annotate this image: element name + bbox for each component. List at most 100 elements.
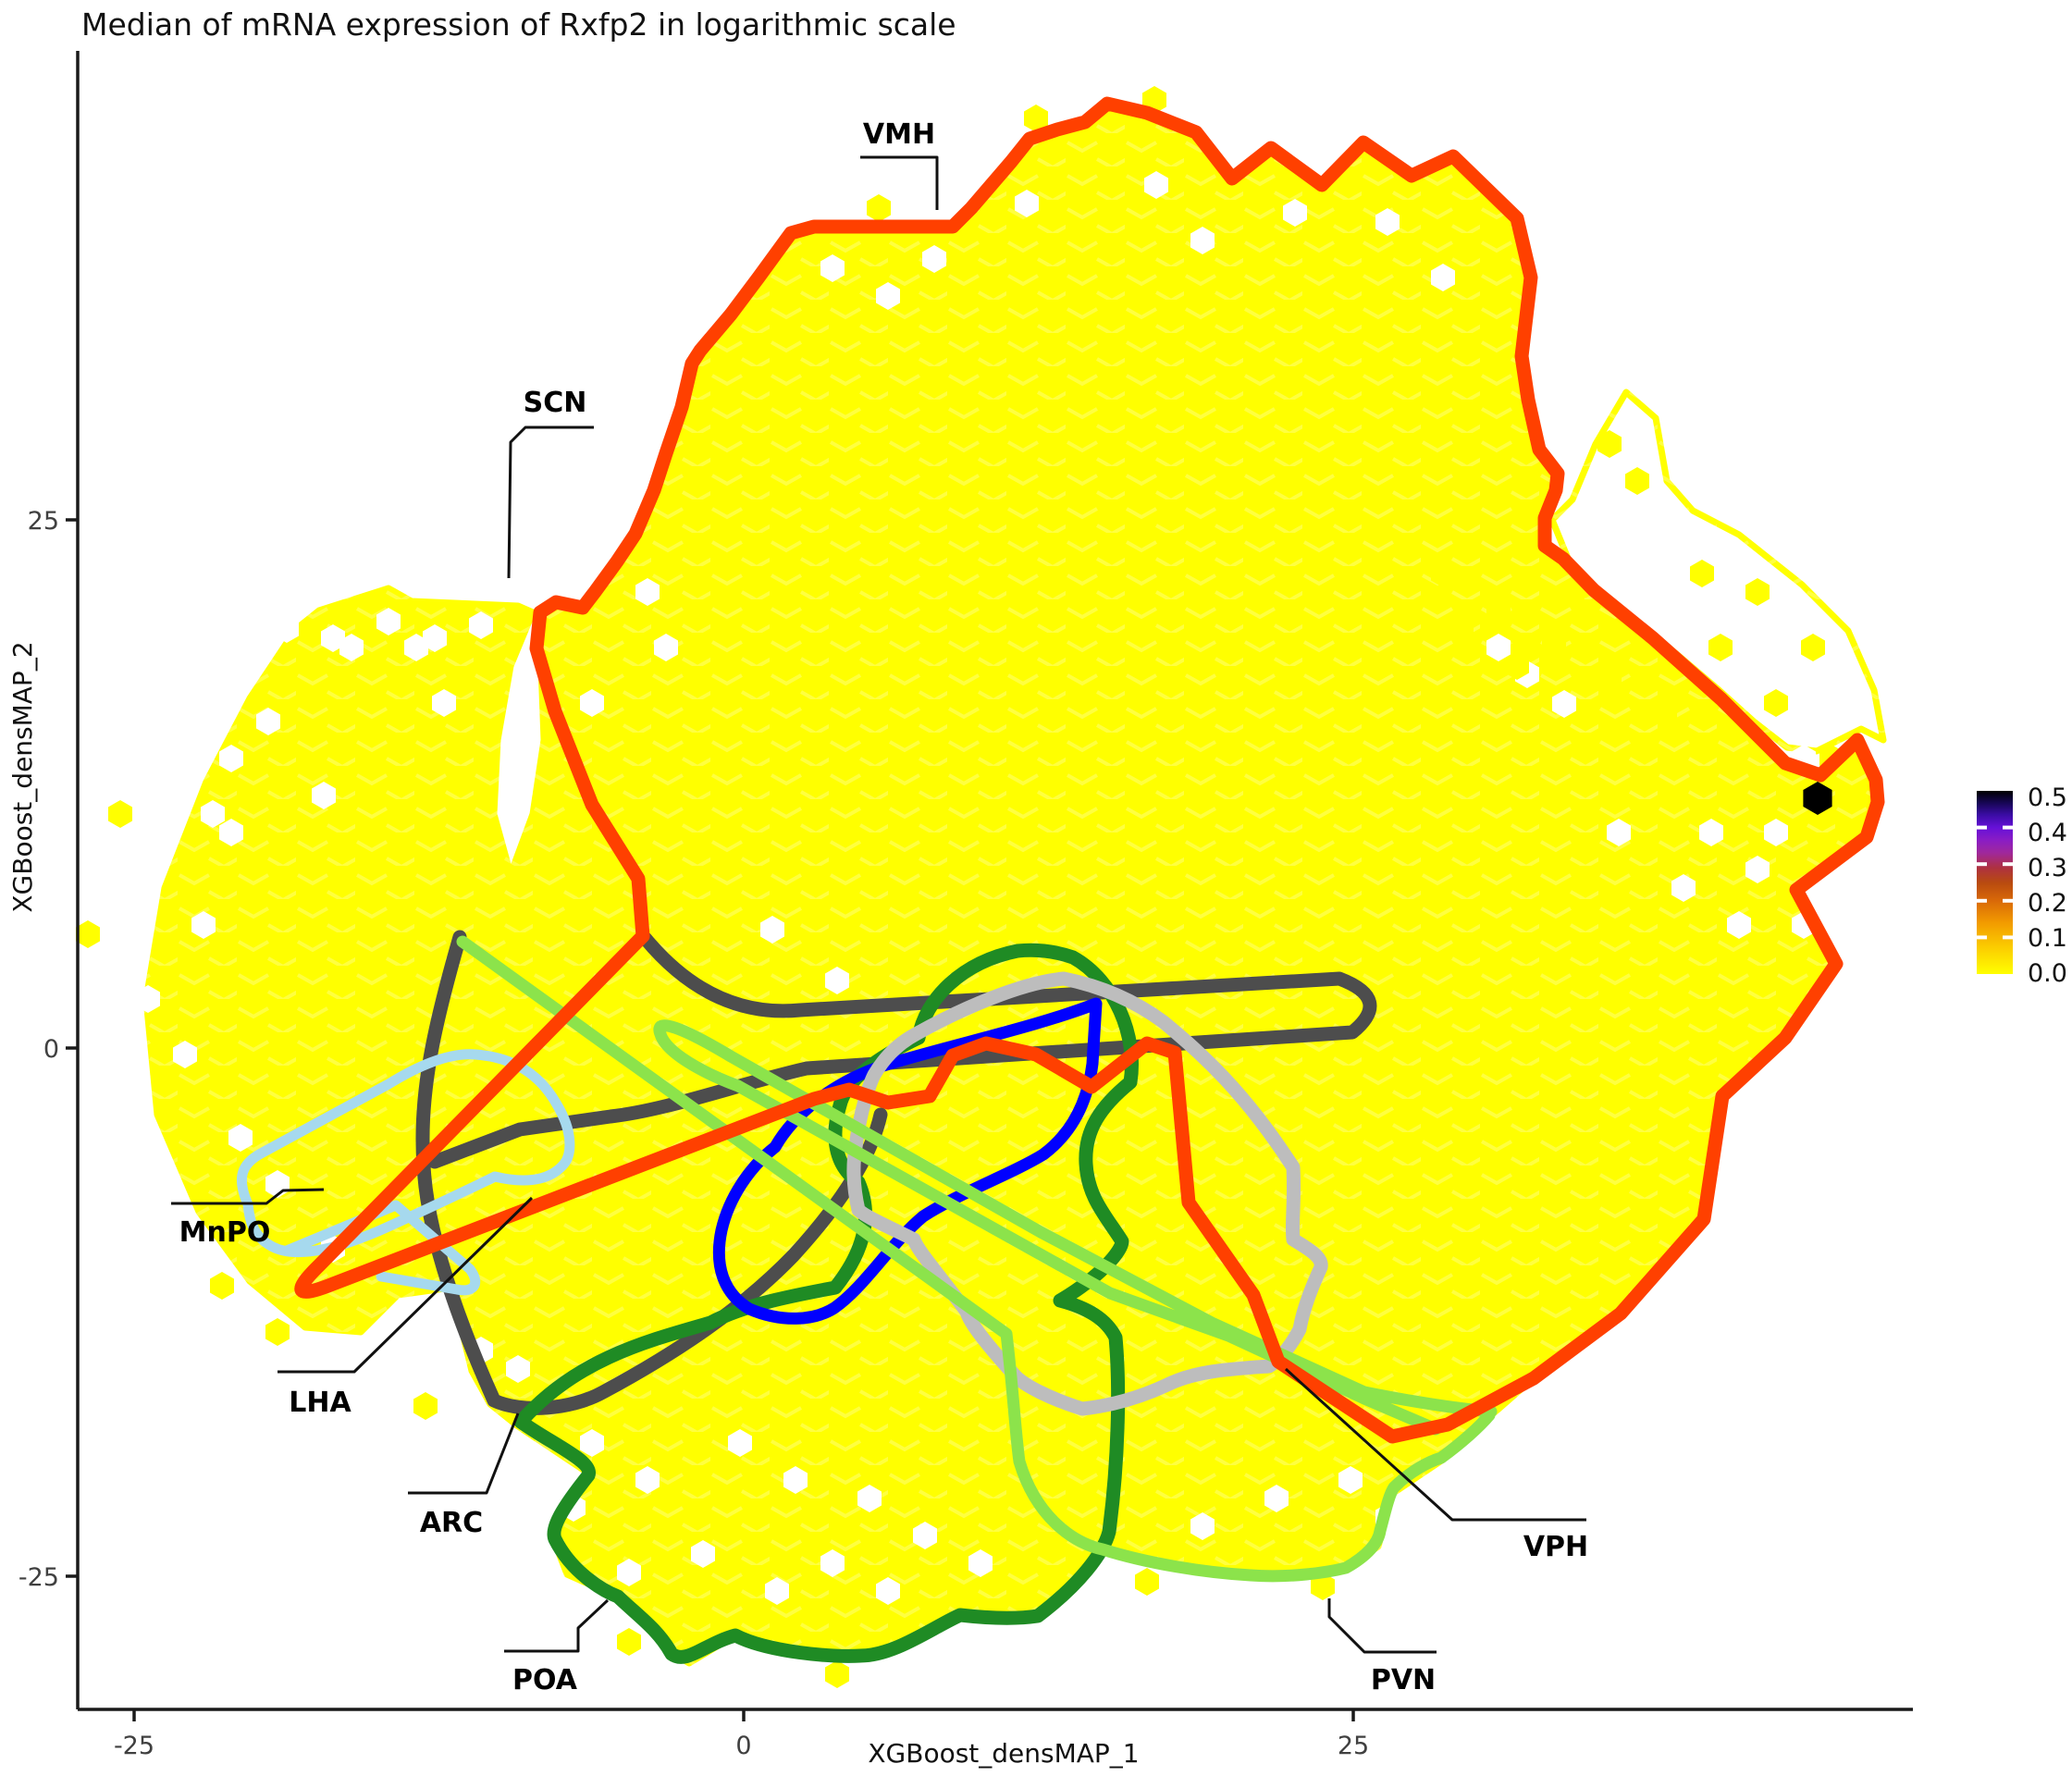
isolated-hexbin — [1708, 634, 1733, 661]
isolated-hexbin — [1542, 634, 1566, 661]
empty-hexbin — [376, 608, 401, 635]
leader-poa — [504, 1598, 610, 1653]
isolated-hexbin — [1560, 578, 1585, 606]
region-outline-poa — [513, 943, 1139, 1664]
empty-hexbin — [506, 1355, 530, 1383]
colorbar-tick-label: 0.2 — [2028, 889, 2067, 918]
x-tick-label: -25 — [114, 1732, 154, 1760]
empty-hexbin — [765, 1577, 789, 1605]
empty-hexbin — [1699, 819, 1723, 846]
leader-scn — [507, 426, 594, 579]
isolated-hexbin — [413, 1392, 438, 1420]
hexbin-mass — [76, 51, 1913, 1709]
empty-hexbin — [339, 634, 364, 661]
region-label-pvn: PVN — [1371, 1664, 1436, 1696]
region-outlines — [236, 96, 1885, 1664]
empty-hexbin — [136, 985, 160, 1013]
empty-hexbin — [219, 745, 243, 772]
region-outline-lha-spike — [427, 931, 1377, 1169]
region-label-lha: LHA — [289, 1387, 352, 1419]
empty-hexbin — [1190, 227, 1215, 254]
empty-hexbin — [173, 1041, 197, 1068]
isolated-hexbin — [1690, 560, 1714, 587]
empty-hexbin — [1486, 634, 1511, 661]
colorbar-legend: 0.5 0.4 0.3 0.2 0.1 0.0 — [1977, 783, 2067, 988]
colorbar-tick-label: 0.1 — [2028, 924, 2067, 953]
empty-hexbin — [691, 1540, 715, 1568]
isolated-hexbin — [825, 1660, 849, 1688]
empty-hexbin — [728, 1429, 752, 1457]
empty-hexbin — [219, 819, 243, 846]
empty-hexbin — [191, 911, 216, 939]
hexbin-texture — [78, 51, 1913, 1709]
empty-hexbin — [1375, 208, 1400, 236]
empty-hexbin — [1745, 856, 1770, 883]
empty-hexbin — [617, 1559, 641, 1586]
empty-hexbin — [1829, 874, 1853, 902]
empty-hexbin — [228, 1124, 253, 1152]
region-outline-mnpo-fold — [281, 1200, 481, 1296]
empty-hexbin — [1607, 819, 1631, 846]
isolated-hexbin — [1745, 578, 1770, 606]
empty-hexbin — [876, 1577, 900, 1605]
colorbar-tick-label: 0.5 — [2028, 783, 2067, 812]
isolated-hexbin — [1597, 661, 1622, 689]
empty-hexbin — [876, 282, 900, 310]
empty-hexbin — [1264, 1485, 1289, 1512]
empty-hexbin — [1727, 911, 1751, 939]
empty-hexbin — [1671, 874, 1696, 902]
empty-hexbin — [256, 708, 280, 735]
isolated-hexbin — [1653, 698, 1677, 726]
colorbar-tick-marks — [1977, 825, 2013, 940]
y-tick-label: 0 — [43, 1035, 59, 1064]
empty-hexbin — [469, 611, 493, 639]
leader-mnpo — [171, 1188, 325, 1205]
hexbin-speckles — [76, 86, 1853, 1688]
x-axis-title: XGBoost_densMAP_1 — [868, 1738, 1139, 1769]
isolated-hexbin — [1597, 430, 1622, 458]
y-tick-label: -25 — [18, 1563, 59, 1592]
isolated-hexbin — [210, 1272, 234, 1300]
empty-hexbin — [201, 800, 225, 828]
isolated-hexbin — [1764, 689, 1788, 717]
isolated-hexbin — [76, 920, 100, 948]
empty-hexbin — [968, 1549, 993, 1577]
isolated-hexbin — [1024, 105, 1048, 132]
isolated-hexbin — [1135, 1568, 1159, 1596]
empty-hexbin — [321, 624, 345, 652]
y-tick-label: 25 — [28, 507, 59, 536]
leader-pvn — [1327, 1598, 1437, 1654]
empty-hexbin — [1283, 199, 1307, 227]
x-tick-label: 0 — [735, 1732, 751, 1760]
empty-hexbin — [922, 245, 946, 273]
y-axis-title: XGBoost_densMAP_2 — [7, 641, 38, 912]
region-label-poa: POA — [512, 1664, 578, 1696]
empty-hexbin — [1144, 171, 1168, 199]
empty-hexbin — [117, 874, 142, 902]
colorbar-tick-label: 0.0 — [2028, 959, 2067, 988]
empty-hexbin — [654, 634, 678, 661]
leader-vph — [1284, 1367, 1586, 1522]
isolated-hexbin — [1625, 467, 1649, 495]
empty-hexbin — [1764, 819, 1788, 846]
plot-title: Median of mRNA expression of Rxfp2 in lo… — [81, 6, 956, 43]
isolated-hexbin — [1801, 634, 1825, 661]
empty-hexbin — [1431, 264, 1455, 291]
colorbar-gradient — [1977, 791, 2013, 974]
region-outline-pvn-a — [456, 935, 1496, 1583]
empty-hexbin — [580, 689, 604, 717]
isolated-hexbin — [1311, 1572, 1335, 1600]
empty-hexbin — [404, 634, 428, 661]
isolated-hexbin — [1486, 597, 1511, 624]
empty-hexbin — [312, 782, 336, 809]
region-label-vmh: VMH — [863, 118, 935, 151]
isolated-hexbin — [867, 194, 891, 222]
empty-hexbin — [580, 1429, 604, 1457]
isolated-hexbin — [108, 800, 132, 828]
isolated-hexbin — [1449, 615, 1474, 643]
x-tick-label: 25 — [1338, 1732, 1369, 1760]
isolated-hexbin — [617, 1628, 641, 1656]
empty-hexbin — [825, 967, 849, 994]
empty-hexbin — [783, 1466, 808, 1494]
